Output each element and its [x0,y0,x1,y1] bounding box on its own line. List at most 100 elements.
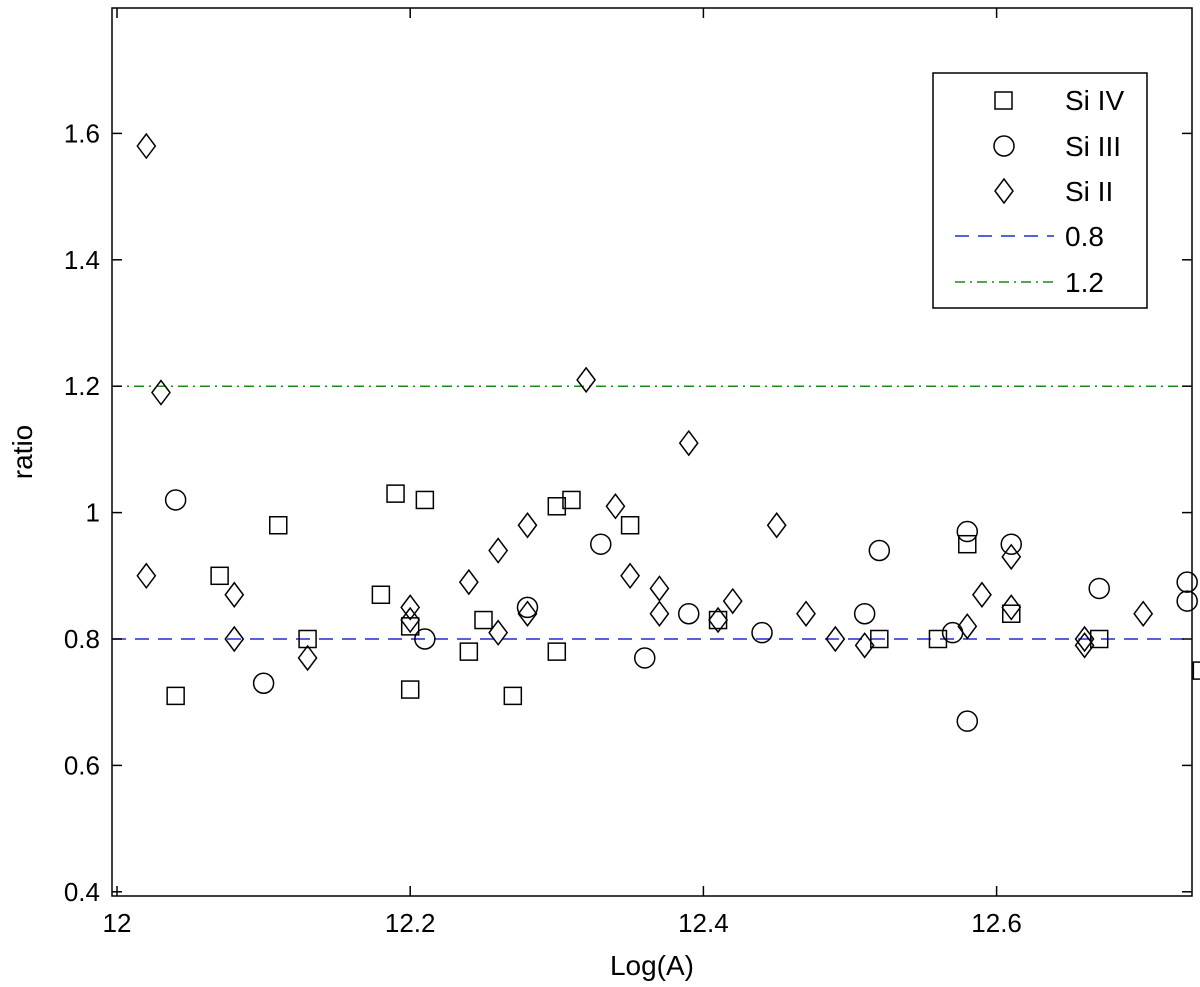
y-tick-label: 1 [86,498,100,528]
legend-label-1-2: 1.2 [1065,267,1104,298]
x-axis-label: Log(A) [610,950,694,981]
si-ii-point [1001,594,1022,621]
legend-square-icon [994,91,1013,110]
si-iv-point [474,610,493,630]
si-ii-point [1133,600,1154,627]
y-tick-label: 1.6 [64,118,100,148]
si-iv-point [503,686,523,706]
si-iii-point [677,602,700,625]
y-tick-label: 0.4 [64,877,100,907]
si-iv-point [958,534,977,554]
legend-circle-icon [993,135,1015,157]
y-tick-label: 0.6 [64,750,100,780]
y-axis-label: ratio [7,425,38,479]
si-iv-point [269,515,288,535]
series-si-iii [164,489,1198,732]
si-ii-point [972,581,992,609]
si-iv-point [371,585,391,605]
si-ii-point [151,379,171,406]
si-ii-point [136,132,157,160]
data-markers [136,132,1200,732]
si-ii-point [517,511,538,539]
y-axis-ticks: 0.4 0.6 0.8 1 1.2 1.4 1.6 [64,118,1192,907]
y-tick-label: 1.4 [64,245,100,275]
legend-diamond-icon [994,177,1014,205]
si-ii-point [649,600,670,627]
si-ii-point [1001,543,1022,571]
si-iv-point [1192,661,1200,680]
si-ii-point [722,587,743,615]
reference-lines [112,385,1192,640]
si-ii-point [678,429,699,457]
si-ii-point [136,562,157,590]
si-iii-point [1176,571,1198,593]
si-ii-point [400,594,421,621]
si-iv-point [459,642,479,661]
legend-label-0-8: 0.8 [1065,221,1104,252]
si-ii-point [224,625,245,653]
si-iii-point [1000,533,1023,555]
x-tick-label: 12.2 [385,908,436,938]
si-iii-point [414,628,436,650]
legend-box [932,72,1148,309]
si-ii-point [576,366,597,394]
si-ii-point [488,619,509,646]
x-tick-label: 12 [103,908,132,938]
si-iii-point [1176,590,1198,612]
si-iii-point [751,621,773,644]
si-iii-point [590,533,612,555]
si-ii-point [488,537,509,564]
si-iv-point [1002,604,1021,623]
si-iii-point [516,596,539,619]
si-iv-point [210,566,229,586]
si-iv-point [166,686,185,706]
si-ii-point [649,575,670,602]
legend-label-si-iii: Si III [1065,131,1121,162]
si-ii-point [517,600,538,627]
si-iv-point [620,515,640,535]
x-tick-label: 12.4 [678,908,729,938]
si-ii-point [620,562,641,590]
si-iv-point [386,484,405,503]
si-iv-point [298,629,317,649]
legend-label-si-iv: Si IV [1065,85,1124,116]
si-ii-point [605,493,626,520]
si-ii-point [825,625,846,653]
series-si-ii [136,132,1154,672]
si-ii-point [796,600,816,627]
si-iii-point [956,710,979,732]
series-si-iv [166,484,1200,706]
legend: Si IV Si III Si II 0.8 1.2 [932,72,1148,309]
si-ii-point [708,606,728,634]
si-iii-point [252,672,275,694]
si-iii-point [634,647,656,669]
si-iv-point [1089,629,1109,649]
si-iv-point [415,490,435,510]
si-ii-point [1074,632,1095,659]
si-iii-point [164,489,187,511]
si-ii-point [458,568,479,596]
si-iv-point [928,629,948,649]
si-ii-point [224,581,245,609]
si-iv-point [870,629,889,649]
si-iv-point [547,497,567,516]
plot-frame [111,7,1193,897]
si-iii-point [1088,577,1110,600]
si-iv-point [562,490,581,510]
si-iii-point [868,539,891,562]
legend-label-si-ii: Si II [1065,176,1113,207]
y-tick-label: 0.8 [64,624,100,654]
si-iv-point [400,617,420,636]
si-iii-point [853,602,876,625]
si-iii-point [956,520,979,543]
si-ii-point [957,613,978,640]
si-iv-point [400,680,420,699]
x-tick-label: 12.6 [971,908,1022,938]
si-ii-point [854,632,875,659]
si-ii-point [297,644,318,672]
si-ii-point [766,511,787,539]
y-tick-label: 1.2 [64,371,100,401]
